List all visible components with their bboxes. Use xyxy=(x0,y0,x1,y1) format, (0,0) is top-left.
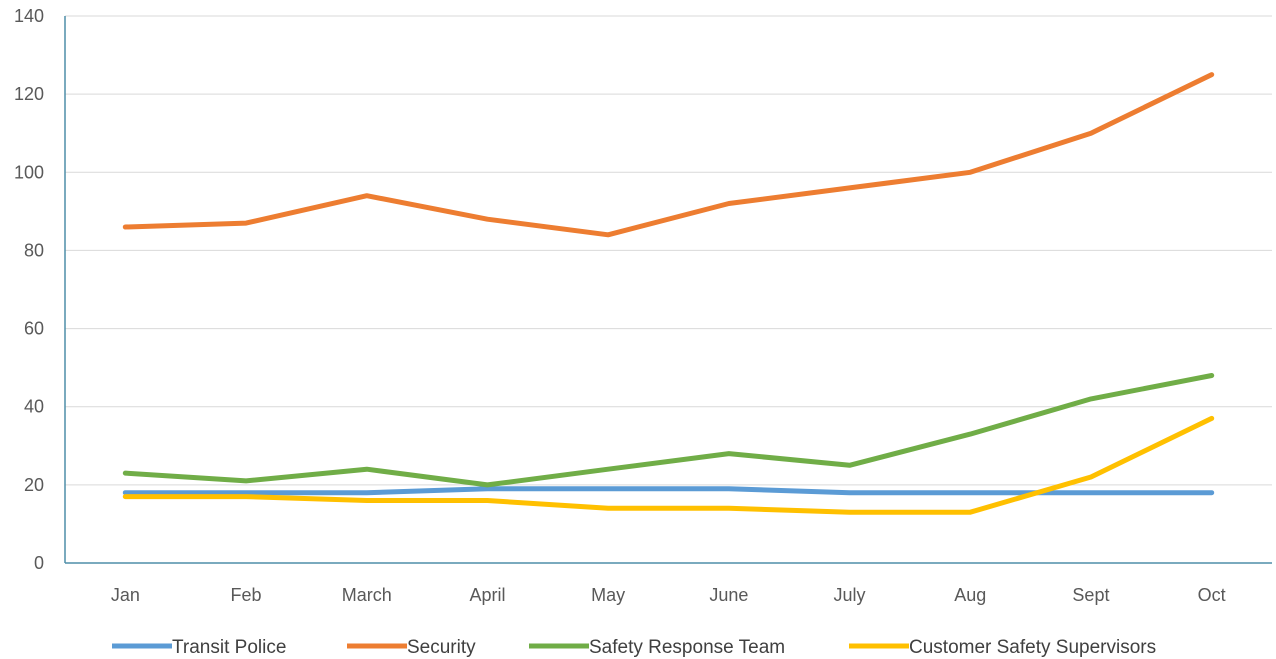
x-axis: Jan Feb March April May June July Aug Sept Oct xyxy=(65,562,1272,605)
x-tick-label: Jan xyxy=(111,585,140,605)
legend-item: Security xyxy=(347,637,476,658)
legend-label: Security xyxy=(407,637,476,658)
legend-label: Safety Response Team xyxy=(589,637,785,658)
series-line-security xyxy=(122,72,1215,238)
legend-label: Transit Police xyxy=(172,637,286,658)
x-tick-label: Oct xyxy=(1198,585,1226,605)
x-tick-label: April xyxy=(469,585,505,605)
legend-label: Customer Safety Supervisors xyxy=(909,637,1156,658)
y-tick-label: 100 xyxy=(14,162,44,182)
legend: Transit Police Security Safety Response Te… xyxy=(112,637,1156,658)
x-tick-label: June xyxy=(709,585,748,605)
y-tick-label: 140 xyxy=(14,6,44,26)
legend-item: Customer Safety Supervisors xyxy=(849,637,1156,658)
series-line-customer-safety-supervisors xyxy=(122,415,1215,515)
y-tick-label: 40 xyxy=(24,397,44,417)
series-line-safety-response-team xyxy=(122,373,1215,488)
x-tick-label: May xyxy=(591,585,625,605)
y-tick-label: 120 xyxy=(14,84,44,104)
legend-item: Transit Police xyxy=(112,637,286,658)
x-tick-label: Sept xyxy=(1072,585,1109,605)
x-tick-label: March xyxy=(342,585,392,605)
series-lines xyxy=(122,72,1215,515)
y-tick-label: 0 xyxy=(34,553,44,573)
gridlines xyxy=(65,15,1272,486)
x-tick-label: Feb xyxy=(231,585,262,605)
y-tick-label: 20 xyxy=(24,475,44,495)
y-tick-label: 60 xyxy=(24,319,44,339)
x-tick-label: July xyxy=(834,585,866,605)
y-axis: 0 20 40 60 80 100 120 140 xyxy=(14,6,66,573)
y-tick-label: 80 xyxy=(24,240,44,260)
legend-item: Safety Response Team xyxy=(529,637,785,658)
x-tick-label: Aug xyxy=(954,585,986,605)
